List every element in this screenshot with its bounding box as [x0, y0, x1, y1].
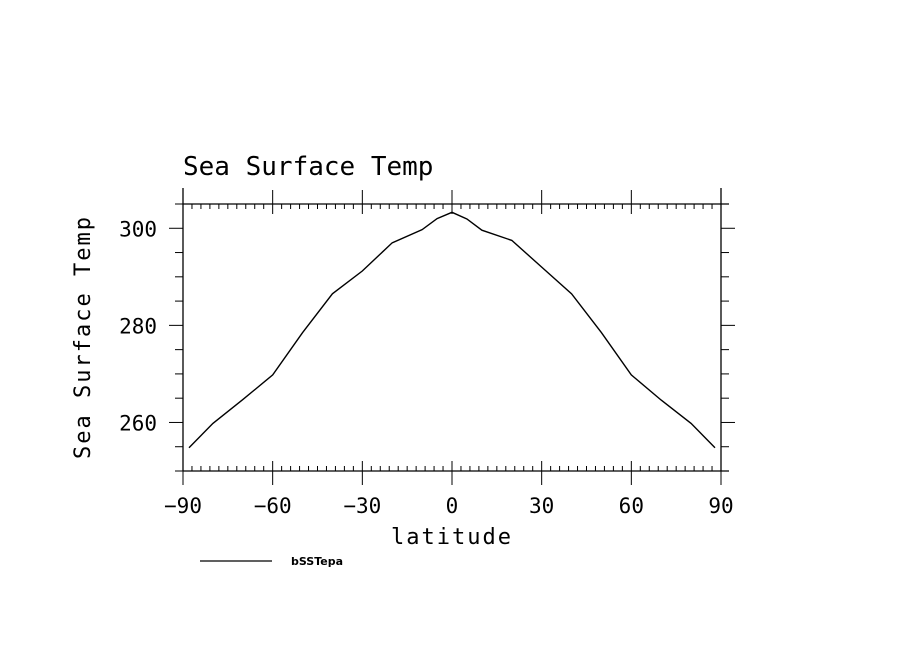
y-tick-label: 280	[119, 314, 157, 338]
series-layer	[188, 211, 716, 449]
x-tick-label: −30	[343, 494, 381, 518]
tick-labels: −90 −60 −30 0 30 60 90 260 280 300	[119, 217, 734, 518]
x-tick-label: 0	[446, 494, 459, 518]
x-tick-label: −90	[164, 494, 202, 518]
legend-label: bSSTepa	[291, 555, 343, 568]
x-tick-label: −60	[254, 494, 292, 518]
y-tick-label: 260	[119, 411, 157, 435]
x-tick-label: 60	[619, 494, 644, 518]
x-axis-label: latitude	[391, 525, 513, 550]
axis-ticks	[169, 190, 735, 485]
x-tick-label: 90	[708, 494, 733, 518]
legend: bSSTepa	[200, 555, 343, 568]
y-tick-label: 300	[119, 217, 157, 241]
plot-frame	[182, 188, 729, 472]
y-axis-label: Sea Surface Temp	[71, 215, 96, 459]
x-tick-label: 30	[529, 494, 554, 518]
chart-title: Sea Surface Temp	[183, 152, 433, 182]
series-line	[188, 211, 716, 449]
